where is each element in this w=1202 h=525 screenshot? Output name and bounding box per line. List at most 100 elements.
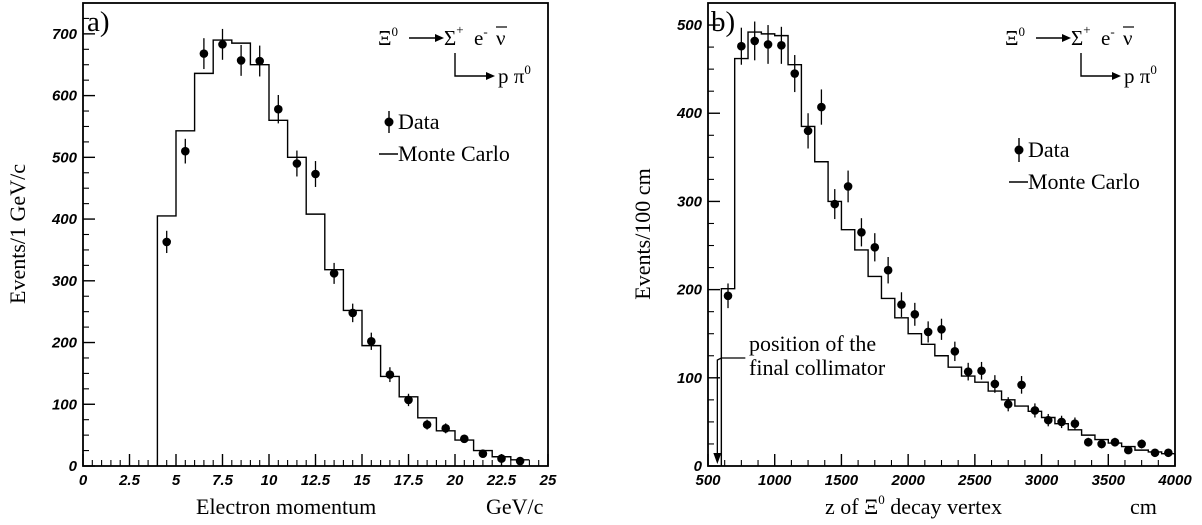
panel-a-x-tick-label: 2.5 [118, 472, 141, 489]
panel-b-data-point [1017, 380, 1026, 390]
panel-a-data-point [162, 237, 171, 247]
panel-a-decay-daughter: Σ+ [444, 22, 464, 50]
panel-b-legend: Data Monte Carlo [1009, 137, 1140, 194]
panel-b-data-point [1083, 437, 1093, 447]
panel-b-x-tick-label: 1000 [758, 472, 792, 489]
panel-a-data-point [255, 56, 264, 66]
panel-a-legend-data-marker [384, 117, 394, 127]
panel-a-y-tick-label: 200 [51, 335, 78, 352]
panel-a-x-tick-label: 5 [172, 472, 181, 489]
panel-b-annotation-arrowhead [713, 453, 722, 464]
panel-b-data-point [843, 182, 853, 191]
panel-a-axes: 0 2.5 5 7.5 10 12.5 15 17.5 20 22.5 25 0 100 200 300 40… [51, 17, 557, 489]
panel-b-y-tick-label: 500 [677, 17, 703, 34]
panel-b-data-point [817, 102, 826, 112]
panel-b-data-point [937, 325, 946, 334]
panel-b-x-tick-label: 1500 [825, 472, 859, 489]
panel-b-y-tick-label: 0 [694, 458, 703, 475]
panel-a: 0 2.5 5 7.5 10 12.5 15 17.5 20 22.5 25 0 100 200 300 40… [5, 2, 557, 519]
panel-a-x-tick-label: 15 [354, 472, 371, 489]
panel-b-data-point [803, 126, 813, 136]
panel-b-decay-arrow-head [1062, 34, 1071, 42]
panel-a-y-axis-title: Events/1 GeV/c [5, 164, 30, 304]
panel-b: 500 1000 1500 2000 2500 3000 3500 4000 0 100 200 30… [630, 2, 1192, 519]
panel-b-data-point [1110, 437, 1120, 447]
panel-b-x-tick-label: 2500 [957, 472, 992, 489]
panel-b-data-point [1003, 399, 1013, 409]
panel-b-data-point [1097, 439, 1106, 449]
panel-b-data-point [1124, 445, 1133, 455]
panel-a-x-tick-label: 20 [446, 472, 464, 489]
panel-a-decay-branch-line [454, 53, 487, 77]
panel-b-data-point [737, 41, 746, 51]
panel-b-data-point [963, 367, 973, 376]
panel-b-decay-daughter: Σ+ [1071, 22, 1091, 50]
panel-a-decay-parent: Ξ0 [378, 24, 398, 50]
panel-a-x-tick-label: 10 [261, 472, 278, 489]
panel-a-y-tick-label: 100 [52, 396, 78, 413]
panel-b-axes: 500 1000 1500 2000 2500 3000 3500 4000 0 100 200 30… [676, 17, 1192, 489]
panel-a-x-tick-label: 17.5 [394, 472, 424, 489]
panel-b-decay-branch-line [1080, 53, 1113, 77]
panel-b-x-axis-unit: cm [1130, 494, 1157, 519]
panel-a-data-point [199, 49, 209, 58]
panel-a-y-tick-label: 400 [51, 211, 78, 228]
panel-a-decay-branch-arrow [486, 72, 495, 80]
panel-a-legend-mc-label: Monte Carlo [398, 141, 510, 166]
panel-b-legend-data-marker [1014, 145, 1024, 155]
panel-a-x-tick-label: 22.5 [486, 472, 517, 489]
panel-b-data-point [790, 69, 800, 78]
panel-b-monte-carlo-histogram [720, 31, 1175, 466]
panel-b-data-point [977, 366, 986, 376]
panel-b-x-tick-label: 3500 [1092, 472, 1126, 489]
panel-b-data-point [1030, 406, 1040, 415]
panel-b-data-point [1057, 417, 1066, 427]
panel-a-data-point [478, 449, 488, 458]
panel-a-data-point [311, 169, 320, 179]
panel-a-data-point [181, 146, 190, 156]
panel-b-collimator-annotation: position of the final collimator [713, 331, 886, 464]
panel-a-monte-carlo-line [156, 39, 530, 466]
panel-a-data-point [441, 424, 451, 433]
panel-a-y-tick-label: 0 [69, 458, 78, 475]
panel-b-data-point [777, 41, 786, 50]
panel-a-data-point [329, 269, 339, 278]
panel-b-plot-frame [707, 2, 1176, 467]
panel-a-data-point [348, 308, 358, 318]
panel-b-x-tick-label: 4000 [1157, 472, 1192, 489]
panel-a-data-point [292, 159, 302, 168]
panel-a-y-tick-label: 700 [52, 26, 78, 43]
panel-b-data-point [1150, 448, 1160, 458]
panel-b-x-tick-label: 500 [695, 472, 721, 489]
panel-a-decay-secondary: p π0 [498, 62, 531, 88]
panel-a-data-point [422, 420, 432, 429]
panel-b-data-point [1137, 439, 1146, 449]
panel-b-annotation-line1: position of the [749, 331, 876, 356]
panel-a-data-point [274, 104, 283, 114]
panel-b-decay-parent: Ξ0 [1005, 24, 1025, 50]
panel-b-decay-branch-arrow [1112, 72, 1121, 80]
panel-a-decay-neutrino: ν [496, 26, 506, 50]
panel-b-decay-scheme: Ξ0 Σ+ e- ν p π0 [1005, 22, 1157, 88]
panel-a-legend: Data Monte Carlo [379, 109, 510, 166]
panel-a-decay-scheme: Ξ0 Σ+ e- ν p π0 [378, 22, 531, 88]
panel-b-y-tick-label: 300 [677, 193, 703, 210]
panel-a-y-tick-label: 500 [52, 149, 78, 166]
panel-b-data-point [870, 242, 880, 252]
panel-a-monte-carlo-histogram [156, 39, 530, 466]
panel-a-x-tick-label: 12.5 [301, 472, 331, 489]
panel-a-data-point [367, 336, 376, 346]
panel-b-data-point [1043, 415, 1053, 425]
panel-b-x-tick-label: 3000 [1025, 472, 1059, 489]
panel-b-y-axis-title: Events/100 cm [630, 168, 655, 299]
panel-b-legend-mc-label: Monte Carlo [1028, 169, 1140, 194]
panel-b-x-tick-label: 2000 [890, 472, 925, 489]
panel-b-data-points [723, 21, 1173, 458]
panel-a-x-axis-unit: GeV/c [486, 494, 544, 519]
panel-a-decay-arrow-head [435, 34, 444, 42]
panel-b-decay-secondary: p π0 [1124, 62, 1157, 88]
panel-a-data-point [236, 56, 246, 65]
panel-b-data-point [950, 347, 960, 356]
panel-b-annotation-line2: final collimator [749, 355, 886, 380]
